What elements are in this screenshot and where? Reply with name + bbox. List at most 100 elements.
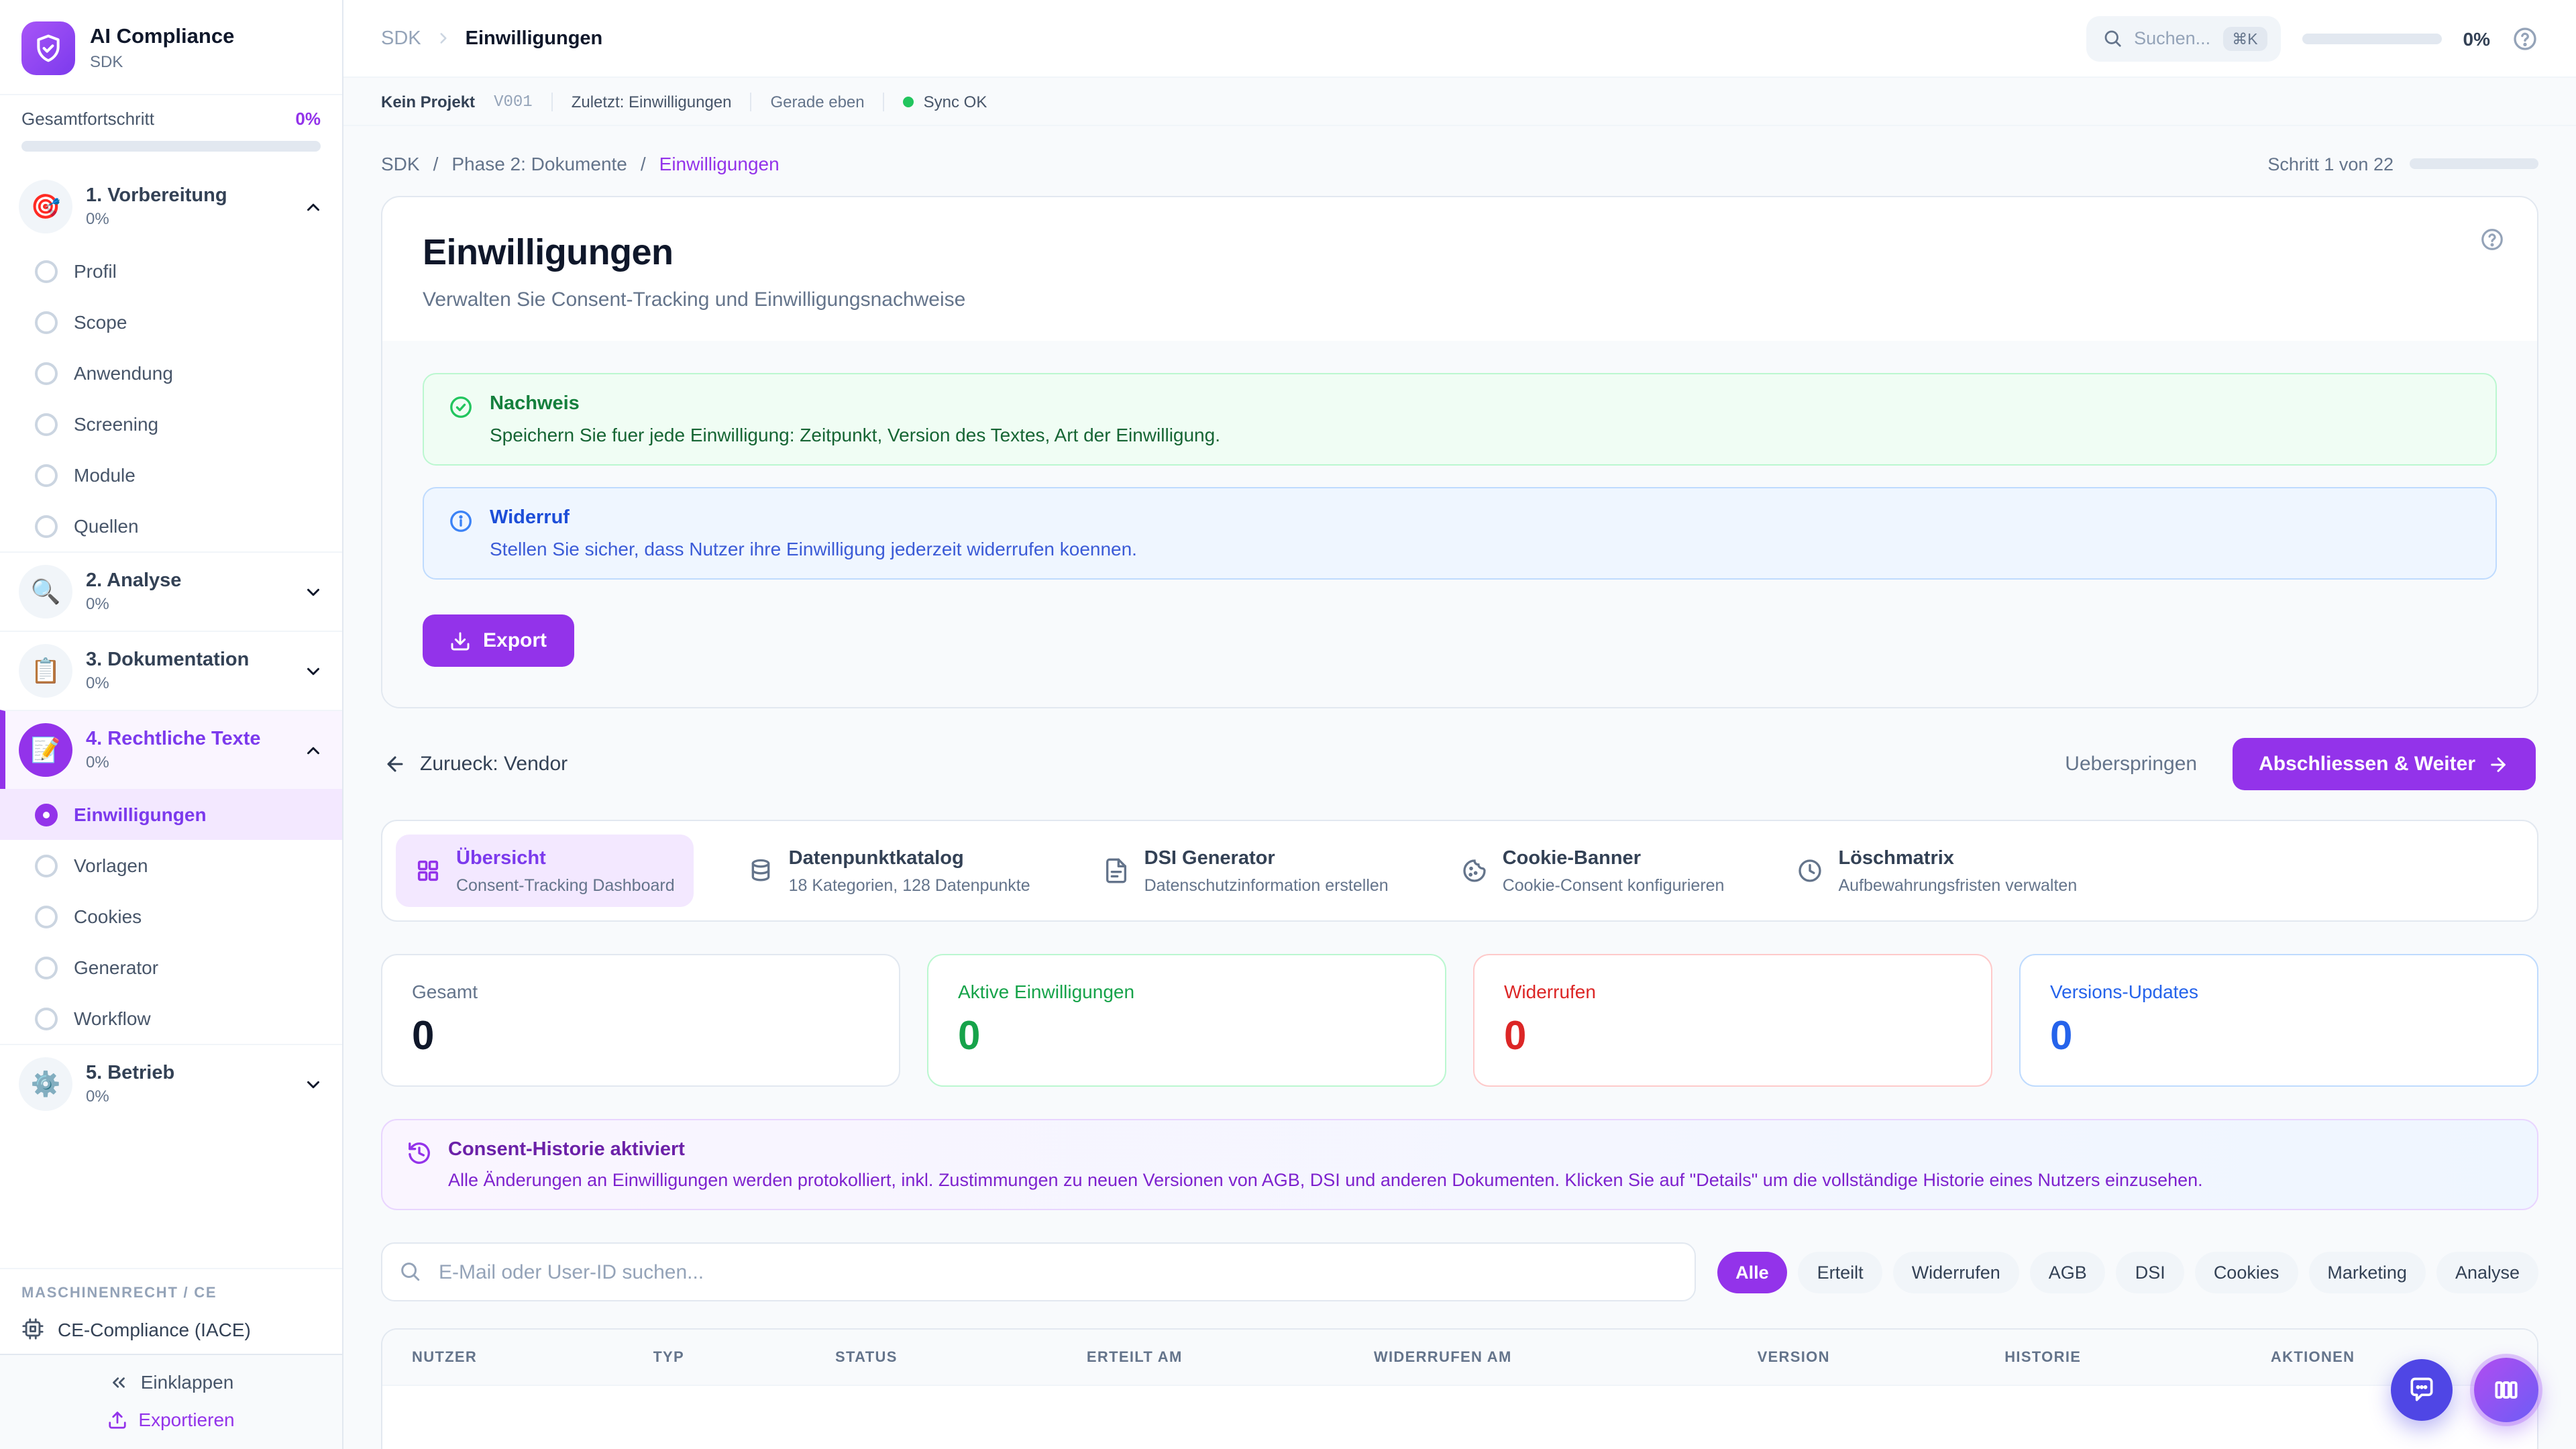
- chip-alle[interactable]: Alle: [1717, 1251, 1788, 1293]
- alert-title: Nachweis: [490, 393, 580, 415]
- user-search: [381, 1242, 1696, 1301]
- last-saved-time: Gerade eben: [770, 92, 865, 111]
- tab-cookie-banner[interactable]: Cookie-Banner Cookie-Consent konfiguriere…: [1442, 835, 1743, 907]
- sidebar-item-vorlagen[interactable]: Vorlagen: [0, 840, 342, 891]
- topbar-breadcrumb: SDK Einwilligungen: [381, 28, 602, 49]
- machine-law-section: MASCHINENRECHT / CE CE-Compliance (IACE): [0, 1268, 342, 1354]
- cpu-icon: [21, 1318, 44, 1340]
- chip-agb[interactable]: AGB: [2029, 1251, 2106, 1293]
- gear-icon: ⚙️: [19, 1057, 72, 1111]
- cookie-icon: [1461, 857, 1488, 884]
- sidebar-item-ce-compliance[interactable]: CE-Compliance (IACE): [21, 1318, 321, 1340]
- search-icon: [398, 1260, 421, 1283]
- overall-progress-bar: [21, 141, 321, 152]
- sidebar-section-analyse[interactable]: 🔍 2. Analyse 0%: [0, 551, 342, 631]
- alert-body: Stellen Sie sicher, dass Nutzer ihre Ein…: [490, 538, 1137, 559]
- chip-widerrufen[interactable]: Widerrufen: [1892, 1251, 2019, 1293]
- sidebar-section-vorbereitung[interactable]: 🎯 1. Vorbereitung 0%: [0, 168, 342, 246]
- target-icon: 🎯: [19, 180, 72, 233]
- breadcrumb-sdk[interactable]: SDK: [381, 153, 420, 174]
- content: SDK / Phase 2: Dokumente / Einwilligunge…: [343, 126, 2576, 1449]
- stat-cards: Gesamt 0 Aktive Einwilligungen 0 Widerru…: [381, 954, 2538, 1087]
- help-icon[interactable]: [2512, 25, 2538, 52]
- back-button[interactable]: Zurueck: Vendor: [384, 753, 568, 775]
- alert-widerruf: Widerruf Stellen Sie sicher, dass Nutzer…: [423, 487, 2497, 580]
- chip-marketing[interactable]: Marketing: [2308, 1251, 2426, 1293]
- stat-widerrufen: Widerrufen 0: [1473, 954, 1992, 1087]
- tab-datenpunktkatalog[interactable]: Datenpunktkatalog 18 Kategorien, 128 Date…: [729, 835, 1049, 907]
- database-icon: [747, 857, 774, 884]
- sidebar-item-module[interactable]: Module: [0, 449, 342, 500]
- page-title: Einwilligungen: [423, 232, 674, 272]
- sidebar-item-profil[interactable]: Profil: [0, 246, 342, 297]
- app-subtitle: SDK: [90, 52, 123, 71]
- arrow-right-icon: [2487, 753, 2509, 775]
- panel-fab-button[interactable]: [2474, 1358, 2538, 1422]
- chat-fab-button[interactable]: [2391, 1359, 2453, 1421]
- sidebar-item-quellen[interactable]: Quellen: [0, 500, 342, 551]
- sidebar-section-betrieb[interactable]: ⚙️ 5. Betrieb 0%: [0, 1044, 342, 1123]
- col-aktionen: AKTIONEN: [2270, 1349, 2355, 1365]
- info-circle-icon: [448, 508, 474, 559]
- stat-versions-updates: Versions-Updates 0: [2019, 954, 2538, 1087]
- page-breadcrumb-row: SDK / Phase 2: Dokumente / Einwilligunge…: [381, 153, 2538, 174]
- grid-icon: [415, 857, 441, 884]
- status-bar: Kein Projekt V001 Zuletzt: Einwilligunge…: [343, 78, 2576, 126]
- chevron-right-icon: [435, 30, 452, 47]
- banner-title: Consent-Historie aktiviert: [448, 1139, 685, 1161]
- sidebar-item-workflow[interactable]: Workflow: [0, 993, 342, 1044]
- sidebar-item-anwendung[interactable]: Anwendung: [0, 347, 342, 398]
- arrow-left-icon: [384, 753, 407, 775]
- topbar-progress-bar: [2302, 33, 2442, 44]
- document-icon: [1103, 857, 1130, 884]
- overall-progress-value: 0%: [295, 109, 321, 129]
- double-chevron-left-icon: [109, 1372, 129, 1392]
- overall-progress: Gesamtfortschritt 0%: [0, 94, 342, 168]
- breadcrumb-phase[interactable]: Phase 2: Dokumente: [451, 153, 627, 174]
- chip-cookies[interactable]: Cookies: [2194, 1251, 2298, 1293]
- history-banner: Consent-Historie aktiviert Alle Änderung…: [381, 1119, 2538, 1210]
- sidebar-item-scope[interactable]: Scope: [0, 297, 342, 347]
- step-circle-icon: [35, 956, 58, 979]
- card-help-icon[interactable]: [2479, 227, 2505, 252]
- main-area: SDK Einwilligungen Suchen... ⌘K 0% Kein …: [343, 0, 2576, 1449]
- chip-dsi[interactable]: DSI: [2116, 1251, 2184, 1293]
- skip-button[interactable]: Ueberspringen: [2065, 753, 2198, 775]
- user-search-input[interactable]: [381, 1242, 1696, 1301]
- chip-analyse[interactable]: Analyse: [2436, 1251, 2538, 1293]
- filter-row: Alle Erteilt Widerrufen AGB DSI Cookies …: [381, 1242, 2538, 1301]
- sync-status: Sync OK: [903, 92, 987, 111]
- tab-dsi-generator[interactable]: DSI Generator Datenschutzinformation erst…: [1084, 835, 1407, 907]
- tab-loeschmatrix[interactable]: Löschmatrix Aufbewahrungsfristen verwalte…: [1778, 835, 2096, 907]
- breadcrumb-root[interactable]: SDK: [381, 28, 421, 49]
- col-typ: TYP: [653, 1349, 684, 1365]
- sidebar-section-dokumentation[interactable]: 📋 3. Dokumentation 0%: [0, 631, 342, 710]
- chevron-up-icon: [303, 740, 323, 760]
- col-nutzer: NUTZER: [412, 1349, 478, 1365]
- magnifier-icon: 🔍: [19, 565, 72, 619]
- collapse-sidebar-button[interactable]: Einklappen: [109, 1371, 233, 1393]
- sidebar-export-button[interactable]: Exportieren: [107, 1409, 235, 1430]
- sidebar-item-generator[interactable]: Generator: [0, 942, 342, 993]
- step-active-dot-icon: [35, 803, 58, 826]
- sidebar-item-cookies[interactable]: Cookies: [0, 891, 342, 942]
- step-progress: Schritt 1 von 22: [2267, 154, 2538, 174]
- sidebar-item-screening[interactable]: Screening: [0, 398, 342, 449]
- sidebar-item-einwilligungen[interactable]: Einwilligungen: [0, 789, 342, 840]
- chip-erteilt[interactable]: Erteilt: [1798, 1251, 1882, 1293]
- col-widerrufen-am: WIDERRUFEN AM: [1373, 1349, 1512, 1365]
- finish-next-button[interactable]: Abschliessen & Weiter: [2232, 738, 2536, 790]
- col-version: VERSION: [1757, 1349, 1830, 1365]
- sidebar-nav: 🎯 1. Vorbereitung 0% Profil Scope Anwend…: [0, 168, 342, 1268]
- tab-uebersicht[interactable]: Übersicht Consent-Tracking Dashboard: [396, 835, 694, 907]
- consent-card: Einwilligungen Verwalten Sie Consent-Tra…: [381, 196, 2538, 708]
- step-label: Schritt 1 von 22: [2267, 154, 2394, 174]
- machine-law-heading: MASCHINENRECHT / CE: [21, 1285, 217, 1301]
- section-label: 1. Vorbereitung: [86, 185, 227, 207]
- export-button[interactable]: Export: [423, 614, 574, 667]
- global-search[interactable]: Suchen... ⌘K: [2086, 15, 2281, 61]
- step-circle-icon: [35, 413, 58, 435]
- sidebar-section-rechtliche-texte[interactable]: 📝 4. Rechtliche Texte 0%: [0, 710, 342, 789]
- alert-nachweis: Nachweis Speichern Sie fuer jede Einwill…: [423, 373, 2497, 466]
